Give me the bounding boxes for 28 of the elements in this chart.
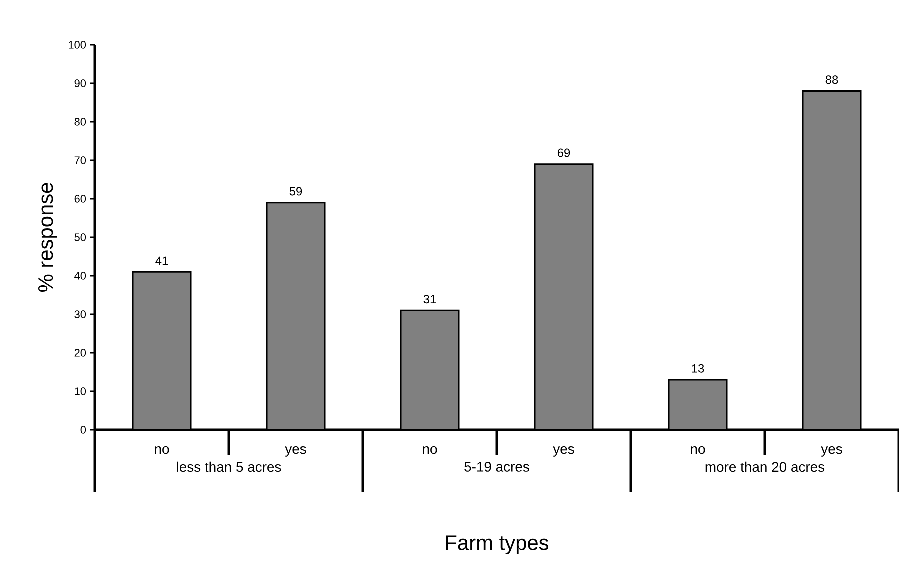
y-tick-label: 80 [74,118,86,126]
y-tick-label: 30 [74,310,86,318]
y-tick-label: 50 [74,234,86,242]
x-axis-title: Farm types [446,536,549,554]
text: less than 5 acres [177,462,282,472]
x-tick-label: yes [285,446,306,457]
y-tick-label: 100 [69,41,86,49]
y-tick-label: 90 [74,80,86,88]
x-tick-label: yes [821,446,842,457]
y-tick-label: 20 [74,349,86,357]
data-label: 69 [558,148,570,158]
data-label: 41 [156,256,168,266]
data-label: 13 [692,364,704,373]
y-tick-label: 10 [75,388,86,396]
x-tick-label: yes [553,446,574,457]
text: more than 20 acres [706,462,825,472]
y-tick-label: 0 [80,426,86,434]
data-label: 59 [290,187,302,196]
data-label: 31 [424,295,436,304]
x-tick-label: no [155,446,170,454]
y-tick-label: 70 [74,156,86,164]
y-tick-label: 40 [74,272,86,280]
y-tick-label: 60 [74,195,86,203]
text: 5-19 acres [464,462,530,472]
x-tick-label: no [423,446,438,454]
x-tick-label: no [691,446,706,454]
data-label: 88 [826,76,838,84]
y-axis-title: % response [38,183,58,292]
